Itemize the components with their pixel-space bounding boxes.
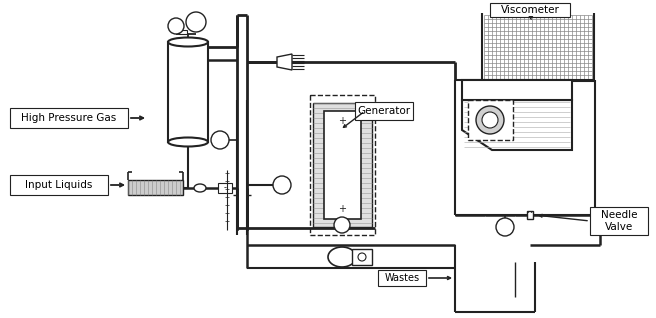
Bar bbox=[490, 3, 570, 17]
Bar bbox=[179, 30, 187, 34]
Text: Needle
Valve: Needle Valve bbox=[601, 210, 637, 232]
Bar bbox=[355, 102, 413, 120]
Ellipse shape bbox=[168, 38, 208, 46]
Circle shape bbox=[496, 218, 514, 236]
Bar bbox=[324, 111, 361, 219]
Ellipse shape bbox=[194, 184, 206, 192]
Bar bbox=[462, 80, 572, 100]
Text: +: + bbox=[338, 116, 346, 126]
Bar bbox=[378, 270, 426, 286]
Circle shape bbox=[476, 106, 504, 134]
Text: -: - bbox=[224, 183, 226, 192]
Polygon shape bbox=[462, 100, 572, 150]
Circle shape bbox=[186, 12, 206, 32]
Text: Generator: Generator bbox=[358, 106, 411, 116]
Polygon shape bbox=[277, 54, 292, 70]
Bar bbox=[10, 175, 108, 195]
Bar bbox=[310, 95, 375, 235]
Bar bbox=[10, 108, 128, 128]
Text: Input Liquids: Input Liquids bbox=[26, 180, 92, 190]
Circle shape bbox=[168, 18, 184, 34]
Circle shape bbox=[334, 217, 350, 233]
Circle shape bbox=[482, 112, 498, 128]
Bar bbox=[468, 100, 513, 140]
Bar bbox=[218, 183, 232, 193]
Ellipse shape bbox=[328, 247, 356, 267]
Circle shape bbox=[273, 176, 291, 194]
Bar bbox=[168, 42, 208, 142]
Bar bbox=[590, 207, 648, 235]
Ellipse shape bbox=[168, 137, 208, 147]
Circle shape bbox=[358, 253, 366, 261]
Bar bbox=[313, 103, 372, 227]
Text: High Pressure Gas: High Pressure Gas bbox=[22, 113, 117, 123]
Bar bbox=[128, 180, 183, 195]
Text: Wastes: Wastes bbox=[384, 273, 420, 283]
Text: Viscometer: Viscometer bbox=[501, 5, 560, 15]
Bar bbox=[527, 211, 533, 219]
Text: +: + bbox=[338, 204, 346, 214]
Circle shape bbox=[211, 131, 229, 149]
Bar bbox=[352, 249, 372, 265]
